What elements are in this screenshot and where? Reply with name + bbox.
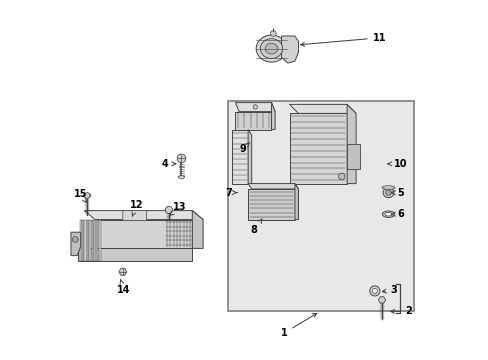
Text: 7: 7 xyxy=(224,188,237,198)
Polygon shape xyxy=(84,220,192,248)
Polygon shape xyxy=(247,184,298,189)
Circle shape xyxy=(84,193,90,198)
Text: 11: 11 xyxy=(300,33,386,46)
Circle shape xyxy=(177,154,185,163)
Bar xyxy=(84,220,86,261)
Bar xyxy=(94,220,96,261)
Text: 13: 13 xyxy=(169,202,186,215)
Polygon shape xyxy=(235,103,275,112)
Polygon shape xyxy=(289,104,355,113)
Bar xyxy=(99,220,101,261)
Circle shape xyxy=(72,237,78,242)
Polygon shape xyxy=(346,104,355,184)
Ellipse shape xyxy=(384,212,391,216)
Circle shape xyxy=(253,105,257,109)
Text: 15: 15 xyxy=(74,189,87,203)
Text: 12: 12 xyxy=(129,200,143,216)
Text: 4: 4 xyxy=(162,159,175,169)
Circle shape xyxy=(338,173,344,180)
Bar xyxy=(96,220,98,261)
Polygon shape xyxy=(281,36,298,63)
Bar xyxy=(86,220,89,261)
Ellipse shape xyxy=(381,186,394,189)
Polygon shape xyxy=(231,130,247,184)
Ellipse shape xyxy=(382,188,393,198)
Bar xyxy=(91,220,94,261)
Bar xyxy=(346,144,359,169)
Text: 14: 14 xyxy=(117,279,130,295)
Bar xyxy=(80,220,81,261)
Circle shape xyxy=(371,288,377,293)
Ellipse shape xyxy=(382,211,394,217)
Bar xyxy=(82,220,84,261)
Text: 9: 9 xyxy=(239,143,249,154)
Polygon shape xyxy=(71,232,81,256)
Text: 5: 5 xyxy=(390,188,404,198)
Ellipse shape xyxy=(260,39,282,58)
Polygon shape xyxy=(271,103,275,130)
Text: 2: 2 xyxy=(390,306,411,316)
Polygon shape xyxy=(192,211,203,248)
Ellipse shape xyxy=(83,193,91,198)
Circle shape xyxy=(270,31,276,36)
Ellipse shape xyxy=(264,43,277,54)
Text: 8: 8 xyxy=(249,219,262,235)
Polygon shape xyxy=(78,248,192,261)
Polygon shape xyxy=(378,297,385,303)
FancyBboxPatch shape xyxy=(122,211,146,221)
Text: 10: 10 xyxy=(387,159,407,169)
Polygon shape xyxy=(289,113,346,184)
Ellipse shape xyxy=(256,35,286,62)
Bar xyxy=(228,101,413,311)
Polygon shape xyxy=(247,130,251,187)
Text: 3: 3 xyxy=(382,285,396,295)
Bar xyxy=(89,220,91,261)
Polygon shape xyxy=(235,112,271,130)
Text: 6: 6 xyxy=(390,209,404,219)
Wedge shape xyxy=(178,175,184,179)
Circle shape xyxy=(369,286,379,296)
Polygon shape xyxy=(84,211,203,220)
Polygon shape xyxy=(119,268,126,275)
Text: 1: 1 xyxy=(280,314,316,338)
Circle shape xyxy=(165,206,172,213)
Ellipse shape xyxy=(385,190,390,195)
Polygon shape xyxy=(294,184,298,220)
Polygon shape xyxy=(247,189,294,220)
